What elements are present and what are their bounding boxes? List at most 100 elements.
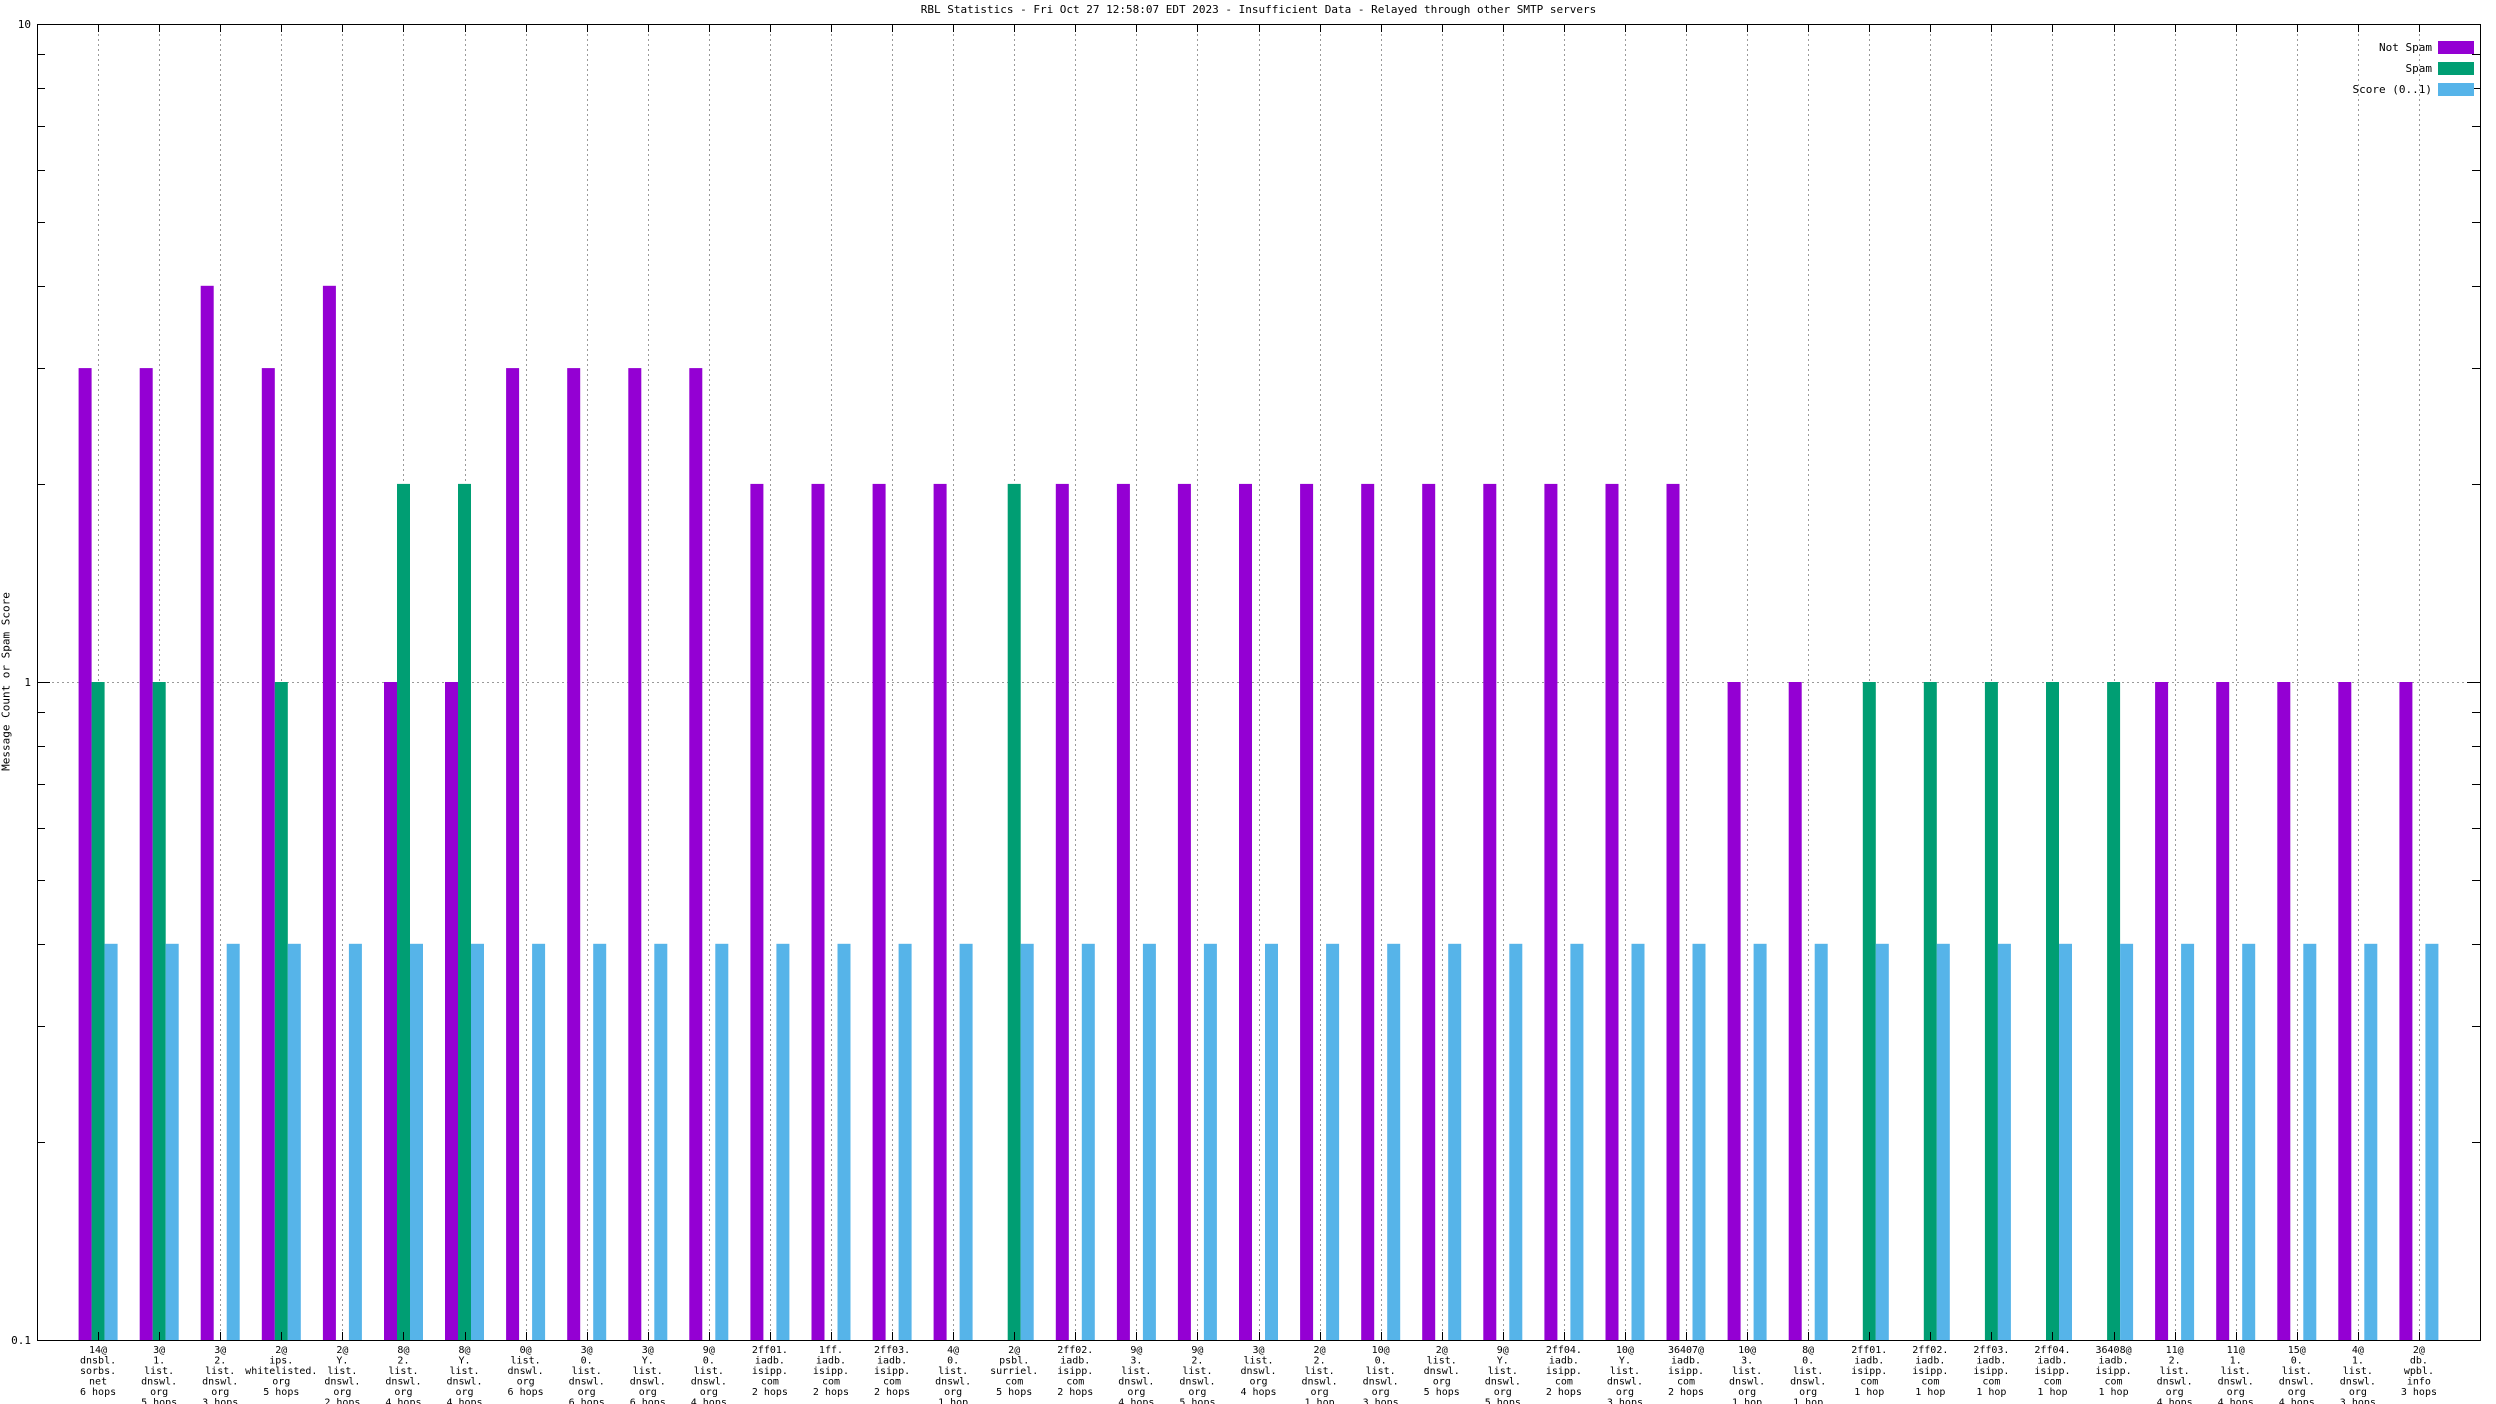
x-axis-label: 10@ Y. list. dnswl. org 3 hops — [1607, 1345, 1643, 1404]
bar — [1509, 943, 1523, 1340]
x-axis-label: 2@ db. wpbl. info 3 hops — [2401, 1345, 2437, 1398]
bar — [628, 368, 642, 1341]
bar — [1753, 943, 1767, 1340]
x-axis-label: 2ff03. iadb. isipp. com 2 hops — [874, 1345, 910, 1398]
x-axis-label: 3@ 2. list. dnswl. org 3 hops — [202, 1345, 238, 1404]
bar — [200, 285, 214, 1340]
bar — [1997, 943, 2011, 1340]
legend-item: Score (0..1) — [2190, 80, 2474, 98]
x-axis-label: 2ff04. iadb. isipp. com 2 hops — [1546, 1345, 1582, 1398]
bar — [532, 943, 546, 1340]
bar — [1666, 483, 1680, 1340]
x-axis-label: 2ff04. iadb. isipp. com 1 hop — [2034, 1345, 2070, 1398]
x-axis-label: 14@ dnsbl. sorbs. net 6 hops — [80, 1345, 116, 1398]
bar — [2046, 682, 2059, 1340]
x-axis-label: 11@ 2. list. dnswl. org 4 hops — [2157, 1345, 2193, 1404]
x-axis-label: 2ff03. iadb. isipp. com 1 hop — [1973, 1345, 2009, 1398]
bar — [165, 943, 179, 1340]
series-not-spam — [78, 285, 2413, 1341]
x-axis-label: 3@ list. dnswl. org 4 hops — [1240, 1345, 1276, 1398]
bars — [78, 285, 2439, 1341]
x-axis-label: 36408@ iadb. isipp. com 1 hop — [2095, 1345, 2131, 1398]
bar — [1570, 943, 1584, 1340]
bar — [1936, 943, 1950, 1340]
bar — [410, 943, 423, 1340]
bar — [1692, 943, 1706, 1340]
legend: Not Spam Spam Score (0..1) — [2190, 38, 2474, 101]
bar — [78, 368, 92, 1341]
x-axis-label: 9@ Y. list. dnswl. org 5 hops — [1485, 1345, 1521, 1404]
y-tick-label: 10 — [18, 18, 31, 31]
x-axis-label: 3@ Y. list. dnswl. org 6 hops — [630, 1345, 666, 1404]
legend-swatch — [2438, 61, 2474, 75]
bar — [1862, 682, 1876, 1340]
bar — [2338, 682, 2352, 1340]
bar — [959, 943, 973, 1340]
bar — [593, 943, 607, 1340]
bar — [2242, 943, 2256, 1340]
bar — [1814, 943, 1828, 1340]
bar — [139, 368, 153, 1341]
bar — [1239, 483, 1252, 1340]
legend-swatch — [2438, 40, 2474, 54]
x-axis-label: 2ff02. iadb. isipp. com 2 hops — [1057, 1345, 1093, 1398]
y-tick-label: 0.1 — [11, 1334, 31, 1347]
x-axis-label: 2@ list. dnswl. org 5 hops — [1424, 1345, 1460, 1398]
x-axis-label: 2@ ips. whitelisted. org 5 hops — [245, 1345, 317, 1398]
legend-label: Spam — [2405, 61, 2433, 75]
bar — [2107, 682, 2121, 1340]
legend-item: Spam — [2190, 59, 2474, 77]
bar — [322, 285, 336, 1340]
x-axis-label: 4@ 0. list. dnswl. org 1 hop — [935, 1345, 971, 1404]
bar — [152, 682, 166, 1340]
bar — [811, 483, 825, 1340]
bar — [104, 943, 118, 1340]
bar — [2303, 943, 2317, 1340]
bar — [1116, 483, 1130, 1340]
bar — [445, 682, 458, 1340]
bar — [776, 943, 790, 1340]
bar — [1055, 483, 1069, 1340]
bar — [1203, 943, 1217, 1340]
x-axis-label: 10@ 3. list. dnswl. org 1 hop — [1729, 1345, 1765, 1404]
bar — [750, 483, 764, 1340]
bar — [348, 943, 362, 1340]
x-axis-label: 4@ 1. list. dnswl. org 3 hops — [2340, 1345, 2376, 1404]
series-score-0-1- — [104, 943, 2439, 1340]
x-axis-label: 8@ 2. list. dnswl. org 4 hops — [385, 1345, 421, 1404]
bar — [2181, 943, 2195, 1340]
bar — [1142, 943, 1156, 1340]
bar — [2059, 943, 2072, 1340]
bar — [91, 682, 105, 1340]
bar — [1300, 483, 1314, 1340]
x-axis-label: 2ff01. iadb. isipp. com 2 hops — [752, 1345, 788, 1398]
bar — [506, 368, 520, 1341]
axis-ticks — [37, 24, 2480, 1341]
bar — [458, 483, 471, 1340]
bar — [689, 368, 703, 1341]
bar — [1081, 943, 1095, 1340]
x-axis-label: 9@ 3. list. dnswl. org 4 hops — [1118, 1345, 1154, 1404]
chart-title: RBL Statistics - Fri Oct 27 12:58:07 EDT… — [920, 3, 1597, 16]
bar — [1788, 682, 1802, 1340]
x-axis-label: 2ff01. iadb. isipp. com 1 hop — [1851, 1345, 1887, 1398]
bar — [2277, 682, 2291, 1340]
bar — [1265, 943, 1278, 1340]
x-axis-labels: 14@ dnsbl. sorbs. net 6 hops 3@ 1. list. dnswl. o… — [80, 1345, 2437, 1404]
y-tick-labels: 10 1 0.1 — [11, 18, 31, 1347]
bar — [1361, 483, 1375, 1340]
y-tick-label: 1 — [24, 676, 31, 689]
bar — [1631, 943, 1645, 1340]
bar — [898, 943, 912, 1340]
bar — [1177, 483, 1191, 1340]
x-axis-label: 3@ 1. list. dnswl. org 5 hops — [141, 1345, 177, 1404]
bar — [1387, 943, 1401, 1340]
bar — [2216, 682, 2230, 1340]
bar — [2364, 943, 2378, 1340]
x-axis-label: 2ff02. iadb. isipp. com 1 hop — [1912, 1345, 1948, 1398]
bar — [1875, 943, 1889, 1340]
bar — [715, 943, 729, 1340]
bar — [1483, 483, 1497, 1340]
x-axis-label: 9@ 0. list. dnswl. org 4 hops — [691, 1345, 727, 1404]
